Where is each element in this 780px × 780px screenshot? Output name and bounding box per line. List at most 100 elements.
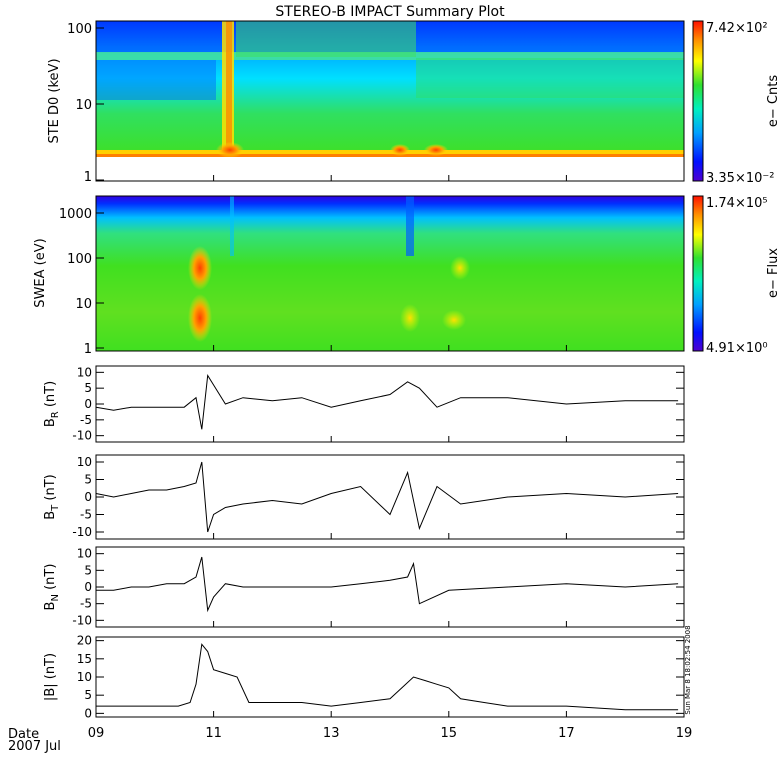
ste-colorbar-label: e− Cnts — [766, 75, 780, 127]
date-sub-label: 2007 Jul — [8, 739, 61, 754]
bmag-axis-label: |B| (nT) — [43, 653, 58, 701]
ste-green-region-late — [416, 58, 684, 98]
x-tick-label: 11 — [205, 726, 222, 741]
swea-hot-spot — [188, 246, 212, 290]
ste-green-region — [236, 21, 416, 57]
x-tick-label: 17 — [558, 726, 575, 741]
bn-tick-label: -5 — [80, 597, 92, 611]
ste-low-energy-band — [96, 150, 684, 157]
swea-tick-label: 100 — [67, 252, 92, 267]
ste-warm-spot — [390, 144, 410, 156]
bn-tick-label: -10 — [72, 613, 92, 627]
swea-dropout — [406, 196, 414, 256]
br-axis-label: BR (nT) — [43, 381, 61, 427]
bn-panel: 10 5 0 -5 -10 BN (nT) — [43, 546, 685, 628]
ste-below-threshold — [96, 157, 684, 181]
swea-colorbar-min: 4.91×10⁰ — [706, 341, 768, 356]
timestamp-stamp: Sun Mar 8 18:02:54 2008 — [684, 625, 692, 714]
bmag-panel: 20 15 10 5 0 |B| (nT) — [43, 634, 685, 720]
bt-tick-label: 5 — [84, 473, 92, 487]
swea-warm-spot — [400, 304, 420, 332]
ste-frame — [95, 20, 685, 182]
bmag-series-line — [96, 643, 679, 711]
figure-title: STEREO-B IMPACT Summary Plot — [275, 4, 505, 20]
bt-tick-label: 0 — [84, 490, 92, 504]
swea-tick-label: 10 — [75, 297, 92, 312]
ste-deep-band-mid — [96, 60, 216, 100]
bt-series-line — [95, 461, 679, 533]
bn-tick-label: 5 — [84, 563, 92, 577]
swea-tick-label: 1000 — [59, 207, 92, 222]
bmag-tick-label: 20 — [77, 634, 92, 648]
bn-axis-label: BN (nT) — [43, 564, 61, 611]
bn-tick-label: 0 — [84, 580, 92, 594]
bt-axis-label-unit: (nT) — [43, 474, 58, 504]
x-tick-label: 13 — [323, 726, 340, 741]
swea-y-ticks — [96, 212, 104, 349]
bt-tick-label: -10 — [72, 525, 92, 539]
swea-tick-label: 1 — [84, 342, 92, 357]
ste-colorbar-max: 7.42×10² — [706, 21, 768, 36]
br-tick-label: 5 — [84, 381, 92, 395]
bt-axis-label-sub: T — [50, 504, 61, 512]
bmag-axis-label-main: |B| (nT) — [43, 653, 58, 701]
br-axis-label-main: B — [43, 418, 58, 427]
bt-axis-label: BT (nT) — [43, 474, 61, 520]
swea-dropout — [230, 196, 234, 256]
ste-colorbar-min: 3.35×10⁻² — [706, 171, 774, 186]
swea-frame — [95, 195, 685, 352]
ste-spectrogram-panel: 100 10 1 STE D0 (keV) — [47, 20, 685, 185]
ste-tick-label: 1 — [84, 170, 92, 185]
bt-axis-label-main: B — [43, 511, 58, 520]
bn-axis-label-unit: (nT) — [43, 564, 58, 594]
swea-colorbar-max: 1.74×10⁵ — [706, 196, 768, 211]
swea-spectrogram-panel: 1000 100 10 1 SWEA (eV) — [33, 195, 685, 357]
x-tick-label: 15 — [441, 726, 458, 741]
br-frame — [95, 365, 685, 443]
br-series-line — [95, 374, 679, 430]
bmag-frame — [95, 636, 685, 718]
ste-y-ticks — [96, 27, 104, 181]
ste-tick-label: 100 — [67, 22, 92, 37]
ste-tick-label: 10 — [75, 98, 92, 113]
br-axis-label-unit: (nT) — [43, 381, 58, 411]
bn-frame — [95, 546, 685, 628]
swea-colorbar: 1.74×10⁵ 4.91×10⁰ e− Flux — [692, 195, 780, 356]
bt-tick-label: 10 — [77, 455, 92, 469]
bn-tick-label: 10 — [77, 547, 92, 561]
x-tick-label: 19 — [676, 726, 693, 741]
bn-axis-label-main: B — [43, 602, 58, 611]
swea-axis-label: SWEA (eV) — [33, 238, 48, 307]
bt-panel: 10 5 0 -5 -10 BT (nT) — [43, 454, 685, 540]
ste-warm-spot — [216, 142, 244, 158]
bt-tick-label: -5 — [80, 508, 92, 522]
bn-axis-label-sub: N — [50, 594, 61, 601]
swea-hot-spot — [188, 294, 212, 342]
swea-warm-spot — [442, 310, 466, 330]
swea-warm-spot — [450, 256, 470, 280]
br-tick-label: 0 — [84, 397, 92, 411]
ste-low-energy-edge — [96, 154, 684, 157]
br-tick-label: -10 — [72, 429, 92, 443]
ste-axis-label: STE D0 (keV) — [47, 58, 62, 143]
time-axis: 09 11 13 15 17 19 — [88, 175, 693, 741]
br-tick-label: -5 — [80, 413, 92, 427]
bmag-tick-label: 0 — [84, 706, 92, 720]
ste-colorbar: 7.42×10² 3.35×10⁻² e− Cnts — [692, 20, 780, 186]
bt-frame — [95, 454, 685, 540]
x-tick-label: 09 — [88, 726, 105, 741]
bmag-tick-label: 15 — [77, 652, 92, 666]
br-axis-label-sub: R — [50, 411, 61, 418]
swea-colorbar-label: e− Flux — [766, 248, 780, 298]
date-label: Date — [8, 727, 39, 742]
bmag-tick-label: 5 — [84, 688, 92, 702]
swea-background — [96, 196, 684, 351]
ste-warm-spot — [424, 144, 448, 156]
ste-event-burst-core — [226, 21, 232, 157]
br-tick-label: 10 — [77, 365, 92, 379]
bn-series-line — [96, 556, 679, 613]
bmag-tick-label: 10 — [77, 670, 92, 684]
br-panel: 10 5 0 -5 -10 BR (nT) — [43, 365, 685, 443]
